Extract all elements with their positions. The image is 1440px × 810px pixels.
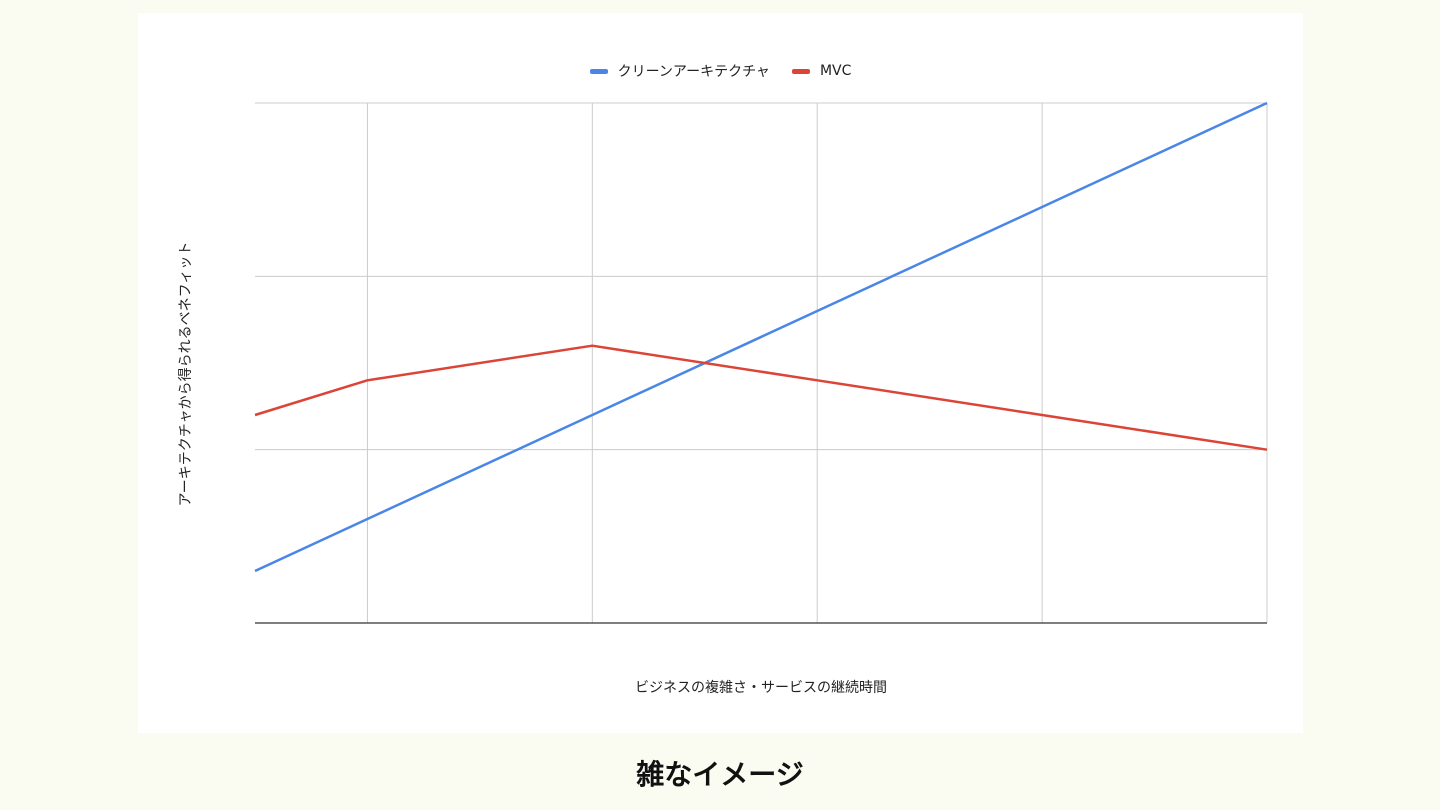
page-caption: 雑なイメージ xyxy=(636,758,804,791)
chart-legend: クリーンアーキテクチャ MVC xyxy=(138,61,1303,81)
chart-card: クリーンアーキテクチャ MVC アーキテクチャから得られるベネフィット ビジネス… xyxy=(138,13,1303,733)
x-axis-label: ビジネスの複雑さ・サービスの継続時間 xyxy=(635,680,887,696)
line-chart xyxy=(254,101,1268,624)
legend-item-clean-architecture: クリーンアーキテクチャ xyxy=(589,61,770,81)
legend-label-clean-architecture: クリーンアーキテクチャ xyxy=(617,64,770,80)
series-line-mvc xyxy=(254,344,1268,451)
legend-swatch-clean-architecture xyxy=(589,68,608,74)
series-line-clean-architecture xyxy=(254,101,1268,573)
legend-swatch-mvc xyxy=(791,68,810,74)
legend-item-mvc: MVC xyxy=(791,63,852,79)
legend-label-mvc: MVC xyxy=(819,63,852,79)
y-axis-label: アーキテクチャから得られるベネフィット xyxy=(178,241,194,507)
